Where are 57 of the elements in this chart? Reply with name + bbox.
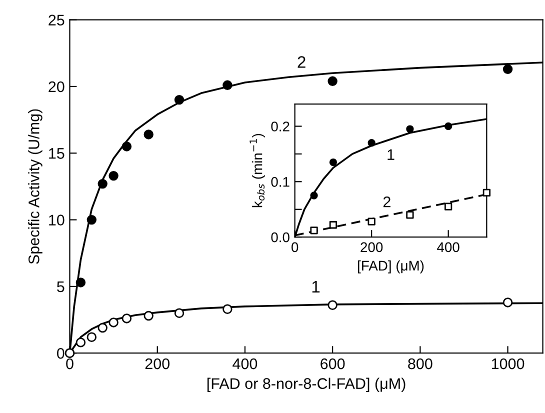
point <box>502 64 513 74</box>
y-tick-label: 5 <box>57 281 64 292</box>
point <box>174 308 184 318</box>
y-tick-label: 0.0 <box>271 232 290 242</box>
point <box>444 122 452 130</box>
point <box>98 178 108 189</box>
x-tick-label: 200 <box>145 358 170 370</box>
point <box>98 322 108 333</box>
y-axis-title: k$_{obs}$ (min$^{−1}$) <box>250 134 265 208</box>
point <box>482 188 491 197</box>
x-tick-label: 400 <box>232 358 258 370</box>
point <box>406 125 414 133</box>
point <box>328 300 338 310</box>
point <box>329 158 338 166</box>
point <box>76 278 86 288</box>
x-tick-label: 1000 <box>492 358 524 370</box>
point <box>122 142 132 152</box>
point <box>144 310 154 321</box>
point <box>310 226 318 234</box>
series-label: 2 <box>298 56 306 68</box>
point <box>444 202 452 210</box>
point <box>502 298 513 308</box>
point <box>122 314 132 324</box>
x-tick-label: 800 <box>408 358 432 370</box>
series-label: 1 <box>312 281 320 292</box>
x-tick-label: 200 <box>360 242 383 252</box>
y-tick-label: 0 <box>57 348 64 359</box>
x-axis-title: [FAD] (μM) <box>358 260 424 274</box>
x-tick-label: 0 <box>292 242 298 252</box>
point <box>310 192 318 200</box>
y-tick-label: 25 <box>48 14 64 26</box>
point <box>108 170 118 181</box>
point <box>222 80 232 90</box>
x-tick-label: 400 <box>437 242 460 252</box>
point <box>328 76 338 86</box>
x-tick-label: 0 <box>66 358 74 370</box>
x-tick-label: 600 <box>320 358 345 370</box>
y-tick-label: 15 <box>49 148 64 159</box>
point <box>86 214 97 225</box>
y-tick-label: 0.2 <box>271 122 290 132</box>
point <box>406 211 414 219</box>
point <box>108 318 118 328</box>
point <box>76 338 86 348</box>
y-tick-label: 20 <box>48 81 64 92</box>
series-label: 2 <box>383 196 390 208</box>
y-tick-label: 10 <box>49 214 64 226</box>
point <box>86 332 97 342</box>
x-axis-title: [FAD or 8-nor-8-Cl-FAD] (μM) <box>207 378 406 392</box>
series-label: 1 <box>388 149 394 160</box>
point <box>144 130 154 140</box>
point <box>222 304 232 314</box>
point <box>174 94 184 105</box>
point <box>368 218 376 226</box>
point <box>368 139 376 147</box>
y-tick-label: 0.1 <box>271 176 290 187</box>
point <box>329 221 338 229</box>
y-axis-title: Specific Activity (U/mg) <box>28 109 42 264</box>
